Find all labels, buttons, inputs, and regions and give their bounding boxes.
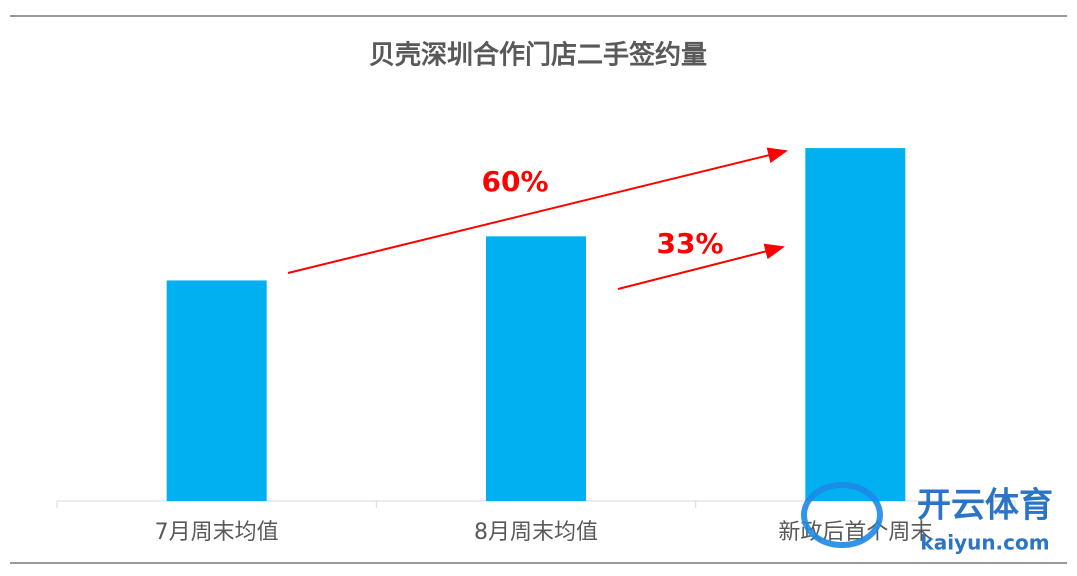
watermark-logo bbox=[801, 482, 883, 548]
plot: 7月周末均值 8月周末均值 新政后首个周末 bbox=[56, 148, 1016, 545]
annotation: 33% bbox=[656, 227, 723, 260]
watermark: 开云体育 kaiyun.com bbox=[801, 482, 1053, 555]
arrow bbox=[287, 147, 788, 274]
watermark-site: kaiyun.com bbox=[920, 531, 1049, 555]
bar bbox=[805, 148, 906, 501]
arrow bbox=[617, 243, 785, 290]
x-tick-label: 8月周末均值 bbox=[474, 520, 598, 545]
annotation: 60% bbox=[481, 165, 548, 198]
chart-title: 贝壳深圳合作门店二手签约量 bbox=[369, 40, 707, 71]
x-tick-label: 7月周末均值 bbox=[155, 520, 279, 545]
watermark-brand: 开云体育 bbox=[917, 486, 1053, 526]
bar bbox=[486, 236, 586, 502]
bar bbox=[166, 280, 267, 501]
